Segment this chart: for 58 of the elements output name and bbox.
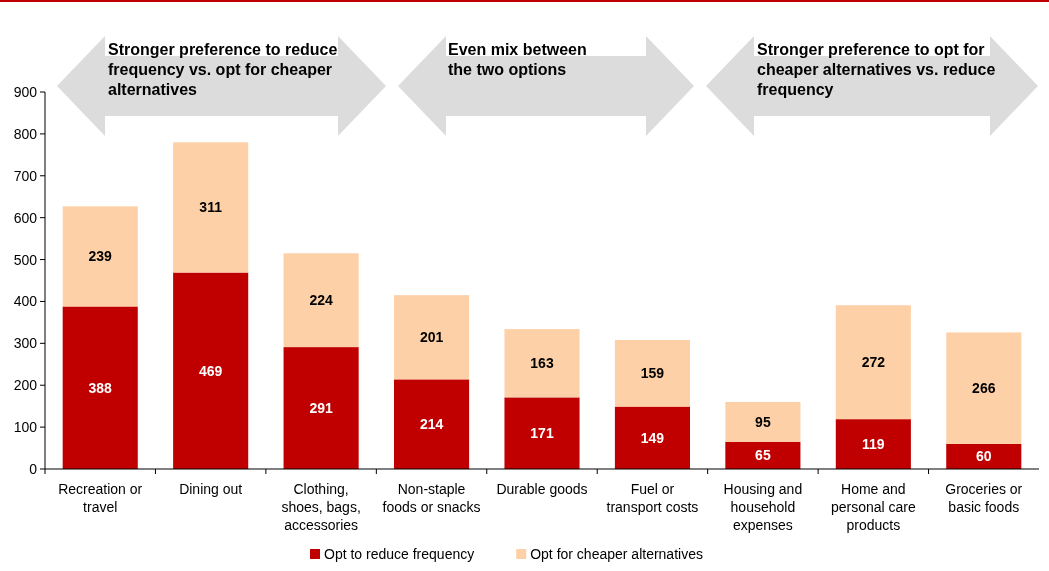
y-tick-label: 0 bbox=[29, 461, 38, 477]
x-tick-label: Dining out bbox=[179, 481, 243, 497]
y-tick-label: 300 bbox=[13, 335, 38, 352]
data-label: 388 bbox=[88, 379, 113, 396]
data-label: 60 bbox=[975, 448, 992, 465]
data-label: 149 bbox=[640, 429, 665, 446]
legend-label: Opt for cheaper alternatives bbox=[530, 546, 703, 562]
bar bbox=[614, 406, 690, 469]
y-tick-label: 900 bbox=[13, 84, 38, 100]
bar bbox=[946, 332, 1022, 444]
y-tick-label: 100 bbox=[13, 419, 38, 436]
legend-label: Opt to reduce frequency bbox=[324, 546, 475, 562]
bar bbox=[614, 339, 690, 407]
data-label: 159 bbox=[640, 365, 665, 382]
bar bbox=[283, 347, 359, 469]
bar bbox=[394, 379, 470, 469]
y-tick-label: 700 bbox=[13, 167, 38, 184]
data-label: 272 bbox=[861, 354, 886, 371]
x-tick-label: Groceries or basic foods bbox=[945, 481, 1023, 515]
bar bbox=[62, 206, 138, 307]
bar bbox=[835, 305, 911, 420]
y-tick-label: 600 bbox=[13, 209, 38, 226]
bar bbox=[504, 397, 580, 469]
y-tick-label: 800 bbox=[13, 125, 38, 142]
x-tick-label: Non-staple foods or snacks bbox=[382, 481, 481, 515]
bar bbox=[504, 329, 580, 398]
bar bbox=[173, 272, 249, 469]
data-label: 171 bbox=[530, 425, 554, 442]
data-label: 163 bbox=[530, 355, 554, 372]
bar bbox=[283, 253, 359, 348]
data-label: 291 bbox=[309, 400, 333, 417]
x-tick-label: Housing and household expenses bbox=[723, 481, 803, 533]
bar bbox=[173, 142, 249, 273]
annotation: Stronger preference to reduce frequency vs. opt for cheaper alternatives bbox=[108, 41, 338, 98]
bar bbox=[725, 401, 801, 442]
data-label: 239 bbox=[88, 248, 113, 265]
x-tick-label: Home and personal care products bbox=[830, 481, 916, 533]
data-label: 214 bbox=[419, 416, 444, 433]
bar bbox=[394, 295, 470, 380]
data-label: 469 bbox=[198, 362, 223, 379]
y-tick-label: 500 bbox=[13, 251, 38, 268]
bar bbox=[62, 306, 138, 469]
y-tick-label: 200 bbox=[13, 377, 38, 394]
annotation: Stronger preference to opt for cheaper alternatives vs. reduce frequency bbox=[757, 41, 996, 98]
x-tick-label: Recreation or travel bbox=[58, 481, 143, 515]
data-label: 311 bbox=[199, 199, 223, 216]
data-label: 95 bbox=[755, 413, 771, 430]
x-tick-label: Clothing, shoes, bags, accessories bbox=[281, 481, 361, 533]
text: Even mix between the two options bbox=[448, 41, 587, 78]
y-tick-label: 400 bbox=[13, 293, 38, 310]
data-label: 65 bbox=[755, 447, 771, 464]
data-label: 224 bbox=[309, 292, 333, 309]
bar bbox=[835, 419, 911, 469]
data-label: 119 bbox=[862, 436, 885, 453]
data-label: 201 bbox=[419, 329, 444, 346]
x-tick-label: Durable goods bbox=[496, 481, 588, 497]
data-label: 266 bbox=[972, 380, 996, 397]
x-tick-label: Fuel or transport costs bbox=[606, 481, 699, 515]
